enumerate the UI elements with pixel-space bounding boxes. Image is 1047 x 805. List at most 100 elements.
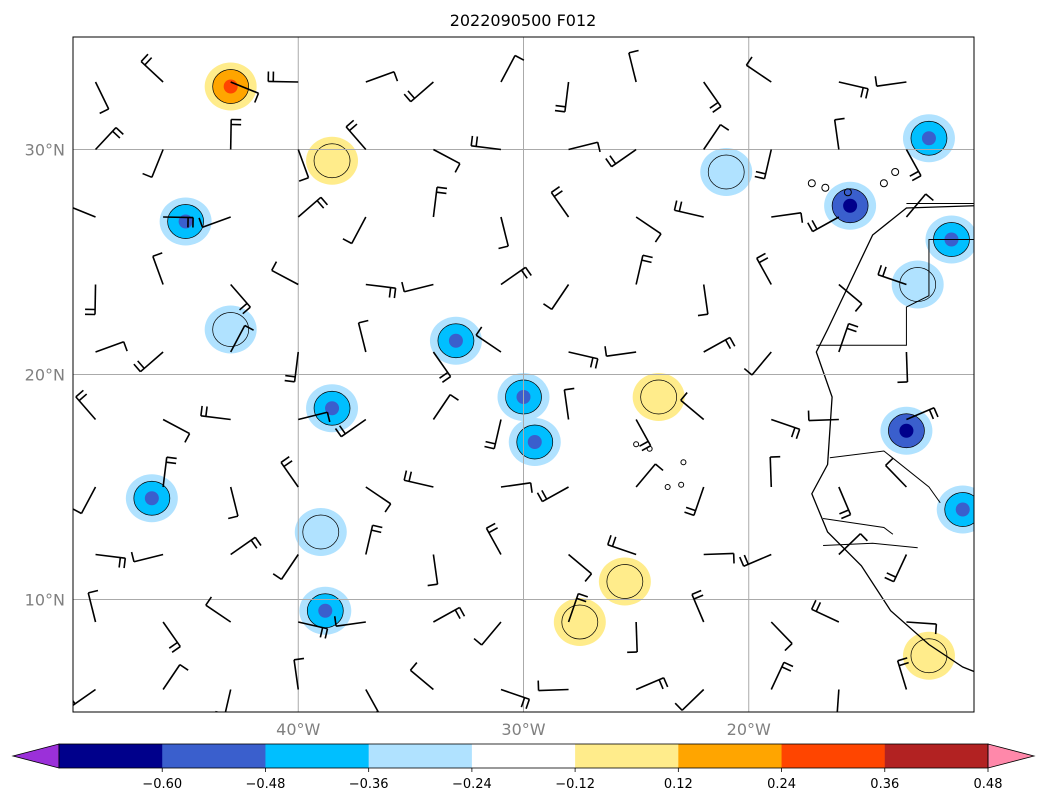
barb-flag — [514, 54, 525, 61]
lon-label: 20°W — [727, 720, 771, 739]
barb-flag — [475, 136, 479, 147]
barb-flag — [885, 457, 894, 466]
barb-flag — [198, 217, 204, 228]
wind-barb — [229, 324, 254, 353]
barb-flag — [525, 699, 531, 709]
wind-barb — [473, 621, 502, 646]
barb-flag — [99, 108, 110, 115]
wind-barb — [635, 677, 669, 691]
barb-flag — [454, 163, 461, 173]
barb-flag — [168, 641, 178, 649]
anomaly-peak — [448, 333, 463, 348]
wind-barb — [230, 81, 260, 103]
barb-flag — [691, 589, 702, 596]
barb-flag — [859, 533, 868, 542]
wind-barb — [836, 689, 840, 712]
barb-flag — [358, 319, 369, 324]
barb-flag — [284, 379, 295, 383]
barb-shaft — [229, 325, 246, 353]
wind-barb — [877, 265, 907, 286]
pos-blob — [553, 598, 606, 646]
colorbar-segment — [265, 744, 370, 768]
wind-barb — [280, 456, 299, 488]
barb-flag — [271, 261, 278, 271]
barb-shaft — [202, 216, 231, 229]
barb-shaft — [838, 323, 850, 353]
colorbar-tick-label: 0.24 — [767, 777, 796, 792]
barb-flag — [784, 643, 793, 652]
barb-flag — [242, 306, 251, 315]
wind-barb — [838, 533, 868, 556]
barb-shaft — [838, 486, 852, 515]
barb-flag — [166, 456, 177, 460]
barb-flag — [326, 412, 331, 423]
barb-flag — [886, 572, 897, 578]
wind-barb — [433, 148, 461, 173]
barb-flag — [795, 429, 801, 439]
barb-shaft — [162, 621, 181, 648]
barb-shaft — [551, 284, 570, 310]
barb-shaft — [151, 149, 164, 178]
wind-barb — [162, 621, 181, 653]
barb-flag — [663, 677, 669, 688]
anomaly-core — [707, 154, 745, 190]
wind-barb — [94, 81, 110, 115]
barb-flag — [628, 49, 639, 54]
barb-shaft — [751, 351, 772, 376]
barb-flag — [720, 123, 730, 131]
barb-shaft — [568, 351, 598, 360]
barb-flag — [319, 627, 324, 638]
barb-flag — [115, 126, 124, 135]
barb-flag — [654, 463, 664, 472]
neg-blob — [902, 114, 955, 163]
pos-blob — [204, 62, 257, 111]
barb-shaft — [876, 81, 907, 87]
barb-shaft — [409, 669, 434, 691]
barb-flag — [205, 406, 208, 417]
colorbar-frame — [58, 743, 989, 769]
barb-shaft — [607, 543, 637, 556]
wind-barb — [432, 186, 448, 218]
wind-barb — [409, 662, 434, 691]
anomaly-peak — [527, 435, 542, 449]
wind-barb — [635, 254, 653, 285]
wind-barb — [745, 56, 772, 83]
barb-shaft — [568, 553, 593, 575]
barb-flag — [810, 599, 817, 610]
barb-shaft — [838, 283, 863, 305]
barb-shaft — [229, 486, 239, 517]
barb-flag — [674, 702, 683, 711]
barb-flag — [403, 470, 408, 481]
barb-flag — [846, 327, 857, 333]
barb-flag — [152, 252, 163, 258]
colorbar-segment — [162, 744, 266, 768]
neg-blob — [880, 406, 933, 455]
wind-barb — [95, 553, 127, 569]
barb-shaft — [628, 52, 637, 83]
wind-barb — [874, 76, 907, 87]
barb-shaft — [885, 464, 908, 488]
barb-shaft — [230, 536, 256, 556]
wind-barb — [567, 592, 589, 623]
barb-flag — [865, 88, 869, 99]
wind-barb — [95, 340, 128, 353]
barb-flag — [244, 324, 254, 331]
island-outline — [633, 441, 640, 448]
wind-barb — [838, 322, 859, 353]
wind-barb — [537, 680, 569, 692]
barb-flag — [754, 175, 765, 180]
barb-flag — [68, 196, 72, 205]
barb-flag — [393, 288, 397, 299]
barb-flag — [316, 200, 325, 209]
barb-flag — [254, 536, 262, 546]
wind-barb — [133, 351, 164, 373]
barb-flag — [73, 699, 76, 705]
barb-flag — [228, 515, 239, 520]
wind-barb — [357, 319, 369, 353]
wind-barb — [500, 482, 533, 493]
barb-flag — [65, 699, 71, 707]
barb-shaft — [906, 621, 937, 625]
gridlines — [73, 37, 974, 712]
barb-shaft — [432, 394, 451, 420]
island-outline — [891, 168, 900, 176]
